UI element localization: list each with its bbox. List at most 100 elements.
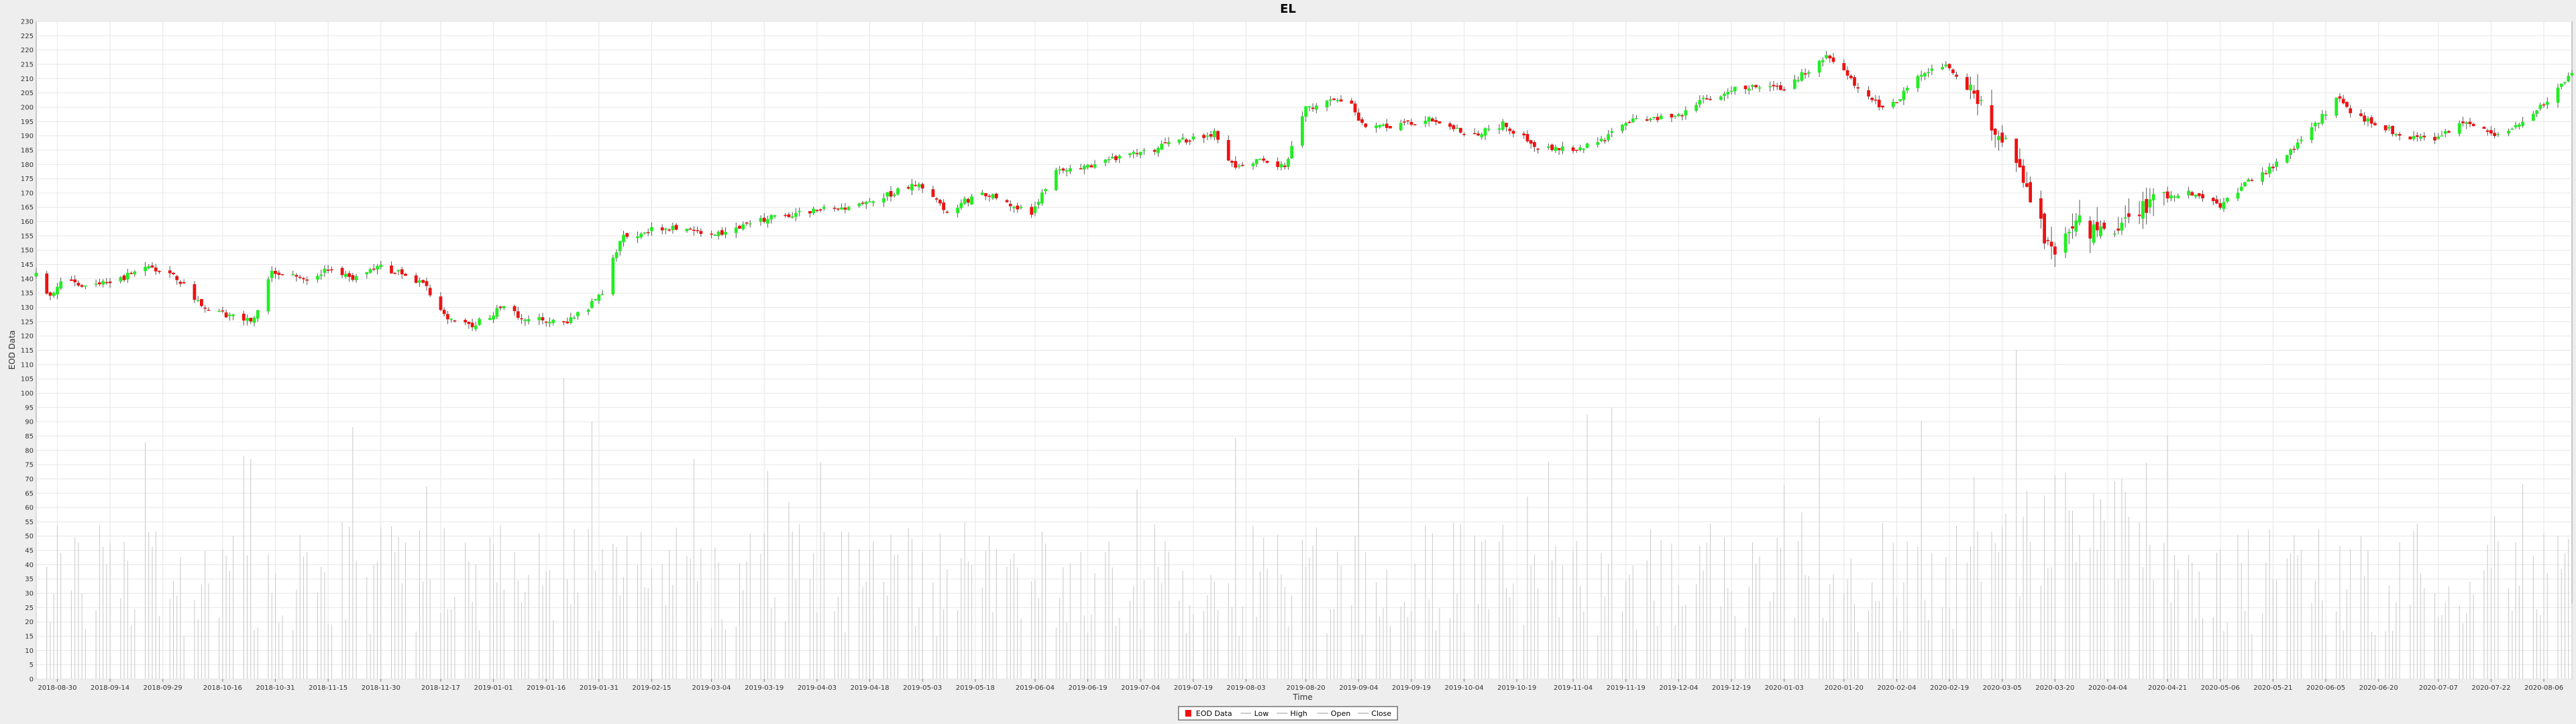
- candle-body: [266, 279, 270, 312]
- candle-body: [1807, 72, 1811, 74]
- x-tick-label: 2019-09-19: [1392, 684, 1431, 692]
- candle-body: [1480, 134, 1484, 137]
- candle-body: [224, 312, 228, 318]
- candle-body: [2338, 96, 2342, 99]
- candle-body: [45, 273, 49, 294]
- candle-body: [305, 280, 309, 281]
- candle-body: [1817, 60, 1821, 73]
- candle-body: [1944, 64, 1948, 66]
- candle-body: [59, 281, 63, 289]
- candle-body: [2018, 159, 2022, 168]
- candle-body: [2021, 166, 2025, 183]
- candle-body: [664, 229, 667, 230]
- candle-body: [347, 273, 351, 278]
- candle-body: [1772, 84, 1776, 86]
- candle-body: [390, 265, 393, 274]
- y-tick-label: 20: [25, 619, 34, 626]
- x-tick-label: 2018-09-14: [91, 684, 129, 692]
- candle-body: [354, 276, 358, 281]
- x-axis-ticks: 2018-08-30 2018-09-14 2018-09-29 2018-10-16…: [38, 679, 2563, 692]
- candle-body: [2345, 102, 2349, 107]
- candle-body: [980, 192, 984, 196]
- candle-body: [2275, 162, 2278, 167]
- y-axis-label: EOD Data: [7, 330, 17, 370]
- candle-body: [1375, 125, 1378, 129]
- candle-body: [724, 232, 727, 235]
- candle-body: [1458, 127, 1462, 133]
- candle-body: [1061, 168, 1065, 171]
- candle-body: [1874, 99, 1878, 101]
- candle-body: [688, 229, 692, 230]
- candle-body: [1304, 106, 1308, 117]
- candle-body: [1430, 118, 1434, 122]
- candle-body: [2369, 117, 2373, 124]
- candle-body: [1676, 114, 1680, 117]
- candle-body: [1055, 170, 1058, 190]
- y-tick-label: 110: [21, 361, 34, 369]
- candle-body: [2194, 194, 2198, 197]
- candle-body: [548, 322, 551, 324]
- candle-body: [1399, 123, 1403, 131]
- candle-body: [2489, 130, 2493, 134]
- candle-body: [193, 284, 197, 300]
- y-tick-label: 175: [21, 176, 34, 183]
- x-tick-label: 2020-04-04: [2088, 684, 2127, 692]
- candle-body: [1152, 149, 1157, 152]
- y-tick-label: 220: [21, 47, 34, 54]
- candle-body: [1631, 118, 1635, 123]
- x-tick-label: 2018-10-16: [203, 684, 242, 692]
- candle-body: [1842, 63, 1846, 70]
- candle-body: [1680, 115, 1684, 117]
- y-tick-label: 140: [21, 276, 34, 283]
- candle-body: [787, 214, 791, 217]
- candle-body: [73, 279, 77, 283]
- candle-body: [1955, 74, 1958, 77]
- candle-body: [376, 265, 379, 269]
- candle-body: [1448, 123, 1452, 127]
- y-tick-label: 160: [21, 219, 34, 226]
- candle-body: [956, 207, 959, 213]
- candle-body: [1673, 115, 1677, 117]
- candle-body: [203, 308, 207, 309]
- candle-body: [1831, 57, 1835, 62]
- candle-body: [150, 265, 154, 268]
- candle-body: [1364, 123, 1368, 127]
- candle-body: [710, 233, 713, 235]
- candle-body: [1803, 73, 1807, 75]
- candle-body: [2137, 215, 2141, 217]
- candle-body: [246, 318, 249, 321]
- candle-body: [1044, 189, 1048, 192]
- x-tick-label: 2019-10-04: [1444, 684, 1483, 692]
- candle-body: [2359, 113, 2363, 117]
- candle-body: [1972, 90, 1976, 94]
- legend-label: EOD Data: [1196, 709, 1232, 718]
- candle-body: [790, 216, 794, 218]
- candle-body: [2239, 186, 2243, 191]
- candle-body: [1652, 117, 1656, 118]
- candle-body: [2211, 198, 2215, 202]
- candle-body: [1265, 161, 1269, 163]
- candle-body: [1205, 135, 1210, 137]
- candle-body: [822, 206, 826, 209]
- candle-body: [1089, 165, 1093, 168]
- candle-body: [2092, 224, 2096, 243]
- candle-body: [2440, 135, 2444, 137]
- candle-body: [1381, 124, 1385, 126]
- candle-body: [2078, 215, 2082, 223]
- candle-body: [2422, 135, 2426, 137]
- x-tick-label: 2019-06-04: [1016, 684, 1055, 692]
- candle-body: [217, 310, 221, 312]
- candle-body: [2341, 99, 2345, 104]
- candle-body: [1110, 157, 1114, 159]
- candle-body: [671, 225, 675, 231]
- candle-body: [523, 319, 527, 321]
- candle-body: [1012, 206, 1016, 208]
- candle-body: [1160, 143, 1164, 150]
- candle-body: [241, 313, 246, 321]
- candle-body: [1782, 89, 1786, 90]
- y-tick-label: 55: [25, 519, 34, 526]
- candle-body: [1881, 105, 1884, 108]
- candle-body: [2148, 199, 2152, 208]
- candle-body: [1107, 159, 1111, 160]
- candle-body: [1332, 98, 1336, 100]
